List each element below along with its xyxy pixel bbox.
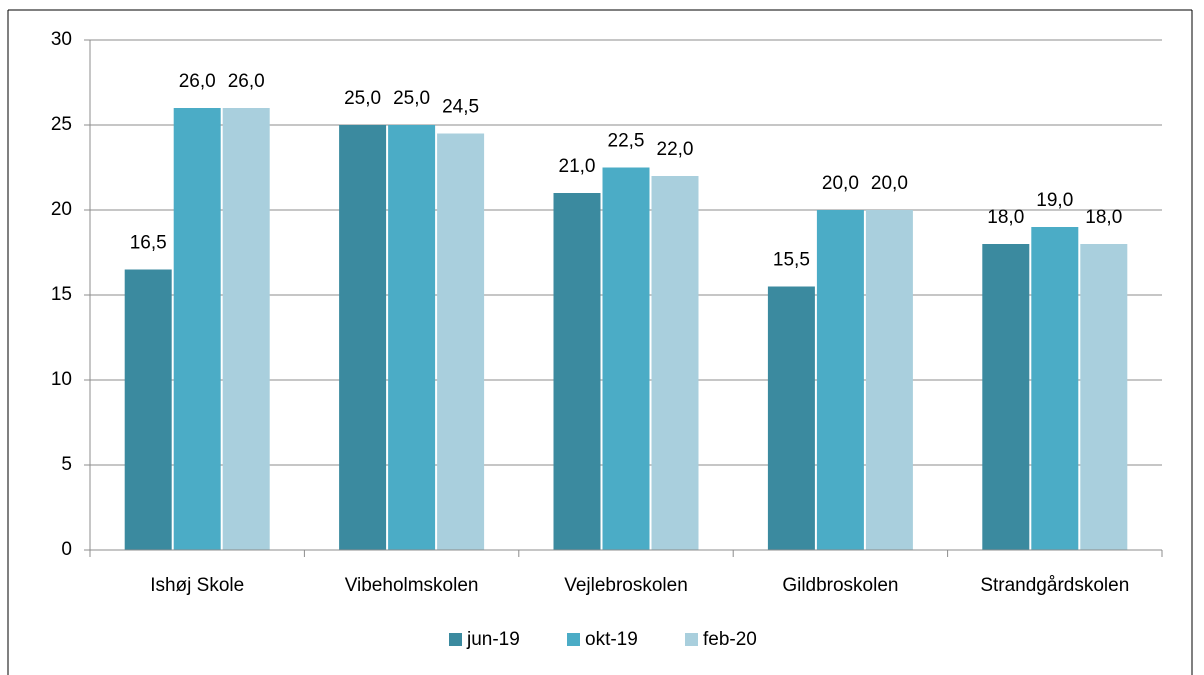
- data-label: 20,0: [822, 173, 859, 194]
- bar: [865, 210, 913, 550]
- data-label: 19,0: [1036, 190, 1073, 211]
- data-label: 20,0: [871, 173, 908, 194]
- x-tick-label: Gildbroskolen: [782, 575, 898, 596]
- y-tick-label: 15: [51, 284, 72, 305]
- legend-label: feb-20: [703, 629, 757, 650]
- bar: [982, 244, 1030, 550]
- legend-swatch: [685, 633, 698, 646]
- bar: [816, 210, 864, 550]
- bar: [124, 269, 172, 550]
- bar: [222, 108, 270, 550]
- data-label: 15,5: [773, 250, 810, 271]
- data-label: 18,0: [987, 207, 1024, 228]
- x-tick-label: Vejlebroskolen: [564, 575, 688, 596]
- data-label: 25,0: [393, 88, 430, 109]
- x-tick-label: Ishøj Skole: [150, 575, 244, 596]
- y-tick-label: 5: [61, 454, 72, 475]
- data-label: 22,0: [657, 139, 694, 160]
- legend-label: okt-19: [585, 629, 638, 650]
- bar: [767, 286, 815, 550]
- bar: [339, 125, 387, 550]
- x-tick-label: Vibeholmskolen: [345, 575, 479, 596]
- y-tick-label: 20: [51, 199, 72, 220]
- y-tick-label: 0: [61, 539, 72, 560]
- bar: [1080, 244, 1128, 550]
- data-label: 22,5: [608, 131, 645, 152]
- y-tick-label: 25: [51, 114, 72, 135]
- bar: [437, 133, 485, 550]
- data-label: 21,0: [559, 156, 596, 177]
- legend-swatch: [449, 633, 462, 646]
- legend-label: jun-19: [466, 629, 520, 650]
- x-tick-label: Strandgårdskolen: [980, 575, 1129, 596]
- bar: [388, 125, 436, 550]
- data-label: 24,5: [442, 97, 479, 118]
- bar: [651, 176, 699, 550]
- data-label: 16,5: [130, 233, 167, 254]
- y-tick-label: 30: [51, 29, 72, 50]
- data-label: 25,0: [344, 88, 381, 109]
- bar: [173, 108, 221, 550]
- bar: [1031, 227, 1079, 550]
- data-label: 18,0: [1085, 207, 1122, 228]
- data-label: 26,0: [179, 71, 216, 92]
- bar: [553, 193, 601, 550]
- data-label: 26,0: [228, 71, 265, 92]
- legend-swatch: [567, 633, 580, 646]
- y-tick-label: 10: [51, 369, 72, 390]
- bar: [602, 167, 650, 550]
